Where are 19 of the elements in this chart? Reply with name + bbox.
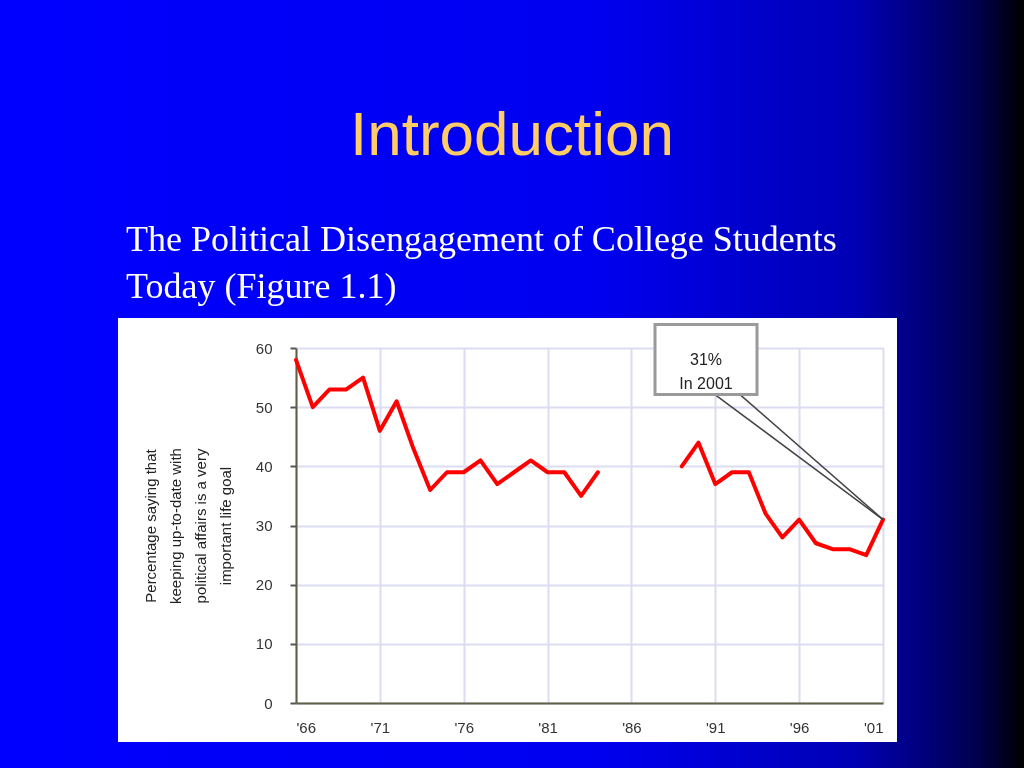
x-tick-label: '86 — [622, 718, 642, 736]
y-tick-label: 50 — [255, 398, 273, 416]
chart-title: Introduction — [350, 99, 674, 168]
y-tick-label: 10 — [255, 635, 273, 653]
x-tick-label: '91 — [706, 718, 726, 736]
y-tick-label: 20 — [255, 576, 273, 594]
x-tick-label: '96 — [789, 718, 810, 736]
y-axis-title: Percentage saying that keeping up-to-date with political affairs is a very important life goal — [141, 448, 234, 604]
x-tick-label: '76 — [454, 718, 474, 736]
chart-subtitle: The Political Disengagement of College Students Today (Figure 1.1) — [126, 219, 837, 306]
y-tick-label: 40 — [255, 457, 273, 475]
y-tick-label: 60 — [255, 339, 273, 357]
x-tick-label: '66 — [296, 718, 317, 736]
x-tick-label: '81 — [538, 718, 558, 736]
annotation: 31% In 2001 — [679, 350, 733, 392]
y-tick-label: 0 — [264, 694, 273, 712]
y-tick-label: 30 — [255, 517, 273, 534]
x-tick-label: '71 — [370, 718, 391, 736]
x-tick-label: '01 — [863, 718, 884, 736]
